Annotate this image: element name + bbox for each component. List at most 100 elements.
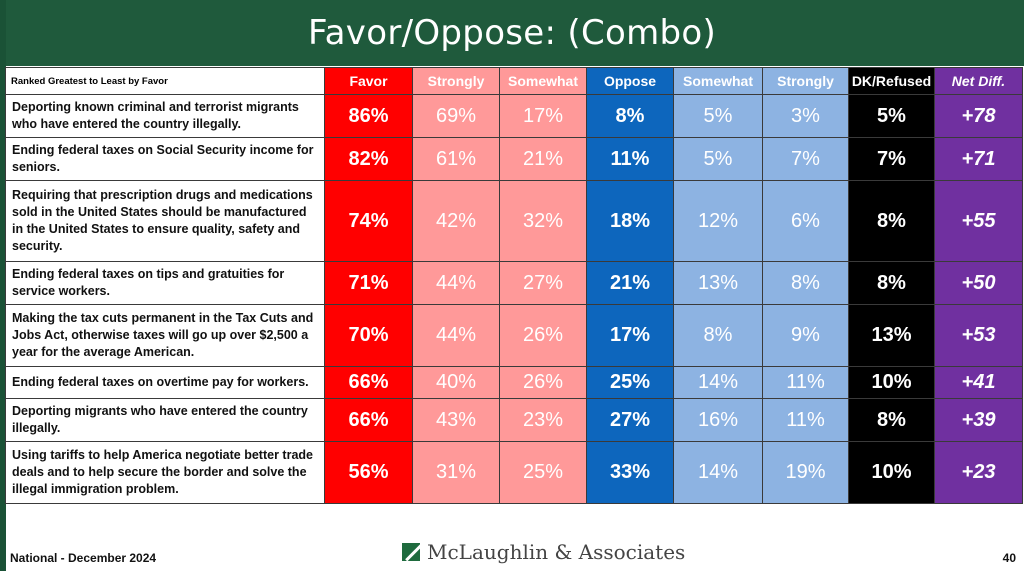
favor-strongly-cell: 40% bbox=[412, 366, 500, 399]
table-row: Requiring that prescription drugs and me… bbox=[5, 180, 1023, 262]
issue-label: Ending federal taxes on Social Security … bbox=[5, 137, 325, 181]
net-diff-cell: +39 bbox=[934, 398, 1023, 442]
dk-refused-cell: 5% bbox=[848, 94, 935, 138]
oppose-cell: 33% bbox=[586, 441, 674, 504]
logo-mark-icon bbox=[402, 543, 420, 561]
oppose-strongly-cell: 9% bbox=[762, 304, 849, 367]
favor-strongly-cell: 69% bbox=[412, 94, 500, 138]
results-table: Ranked Greatest to Least by Favor Favor … bbox=[5, 67, 1023, 504]
oppose-strongly-cell: 7% bbox=[762, 137, 849, 181]
oppose-somewhat-cell: 5% bbox=[673, 137, 763, 181]
title-bar: Favor/Oppose: (Combo) bbox=[0, 0, 1024, 66]
table-row: Ending federal taxes on tips and gratuit… bbox=[5, 261, 1023, 305]
oppose-cell: 18% bbox=[586, 180, 674, 262]
favor-strongly-cell: 43% bbox=[412, 398, 500, 442]
favor-somewhat-cell: 26% bbox=[499, 366, 587, 399]
dk-refused-cell: 13% bbox=[848, 304, 935, 367]
oppose-cell: 25% bbox=[586, 366, 674, 399]
table-row: Ending federal taxes on overtime pay for… bbox=[5, 366, 1023, 399]
oppose-header: Oppose bbox=[586, 67, 674, 95]
dk-refused-cell: 10% bbox=[848, 441, 935, 504]
net-diff-header: Net Diff. bbox=[934, 67, 1023, 95]
favor-strongly-cell: 61% bbox=[412, 137, 500, 181]
oppose-strongly-cell: 3% bbox=[762, 94, 849, 138]
issue-label: Requiring that prescription drugs and me… bbox=[5, 180, 325, 262]
oppose-cell: 8% bbox=[586, 94, 674, 138]
survey-date: National - December 2024 bbox=[10, 551, 157, 565]
issue-label: Ending federal taxes on overtime pay for… bbox=[5, 366, 325, 399]
oppose-strongly-cell: 19% bbox=[762, 441, 849, 504]
oppose-strongly-cell: 8% bbox=[762, 261, 849, 305]
table-row: Using tariffs to help America negotiate … bbox=[5, 441, 1023, 504]
net-diff-cell: +55 bbox=[934, 180, 1023, 262]
table-row: Ending federal taxes on Social Security … bbox=[5, 137, 1023, 181]
oppose-cell: 21% bbox=[586, 261, 674, 305]
dk-refused-cell: 8% bbox=[848, 261, 935, 305]
dk-refused-header: DK/Refused bbox=[848, 67, 935, 95]
oppose-somewhat-cell: 14% bbox=[673, 366, 763, 399]
favor-somewhat-cell: 27% bbox=[499, 261, 587, 305]
dk-refused-cell: 10% bbox=[848, 366, 935, 399]
favor-header: Favor bbox=[324, 67, 413, 95]
favor-somewhat-cell: 26% bbox=[499, 304, 587, 367]
favor-strongly-cell: 42% bbox=[412, 180, 500, 262]
favor-somewhat-header: Somewhat bbox=[499, 67, 587, 95]
net-diff-cell: +41 bbox=[934, 366, 1023, 399]
rank-header: Ranked Greatest to Least by Favor bbox=[5, 67, 325, 95]
favor-cell: 66% bbox=[324, 366, 413, 399]
favor-somewhat-cell: 25% bbox=[499, 441, 587, 504]
page-number: 40 bbox=[1002, 551, 1016, 565]
oppose-somewhat-cell: 14% bbox=[673, 441, 763, 504]
table-row: Making the tax cuts permanent in the Tax… bbox=[5, 304, 1023, 367]
favor-somewhat-cell: 23% bbox=[499, 398, 587, 442]
table-row: Deporting migrants who have entered the … bbox=[5, 398, 1023, 442]
favor-somewhat-cell: 21% bbox=[499, 137, 587, 181]
issue-label: Deporting known criminal and terrorist m… bbox=[5, 94, 325, 138]
favor-cell: 82% bbox=[324, 137, 413, 181]
oppose-somewhat-cell: 5% bbox=[673, 94, 763, 138]
oppose-somewhat-header: Somewhat bbox=[673, 67, 763, 95]
favor-strongly-cell: 31% bbox=[412, 441, 500, 504]
dk-refused-cell: 8% bbox=[848, 180, 935, 262]
favor-cell: 86% bbox=[324, 94, 413, 138]
favor-cell: 66% bbox=[324, 398, 413, 442]
net-diff-cell: +78 bbox=[934, 94, 1023, 138]
oppose-strongly-cell: 11% bbox=[762, 366, 849, 399]
favor-cell: 74% bbox=[324, 180, 413, 262]
favor-strongly-header: Strongly bbox=[412, 67, 500, 95]
issue-label: Deporting migrants who have entered the … bbox=[5, 398, 325, 442]
favor-somewhat-cell: 17% bbox=[499, 94, 587, 138]
dk-refused-cell: 8% bbox=[848, 398, 935, 442]
oppose-somewhat-cell: 8% bbox=[673, 304, 763, 367]
oppose-strongly-cell: 6% bbox=[762, 180, 849, 262]
oppose-strongly-header: Strongly bbox=[762, 67, 849, 95]
left-accent-bar bbox=[0, 0, 6, 571]
favor-cell: 71% bbox=[324, 261, 413, 305]
issue-label: Using tariffs to help America negotiate … bbox=[5, 441, 325, 504]
header-row: Ranked Greatest to Least by Favor Favor … bbox=[5, 67, 1023, 95]
oppose-cell: 11% bbox=[586, 137, 674, 181]
slide-title: Favor/Oppose: (Combo) bbox=[307, 13, 717, 53]
oppose-somewhat-cell: 16% bbox=[673, 398, 763, 442]
favor-strongly-cell: 44% bbox=[412, 304, 500, 367]
oppose-somewhat-cell: 13% bbox=[673, 261, 763, 305]
issue-label: Ending federal taxes on tips and gratuit… bbox=[5, 261, 325, 305]
logo-text: McLaughlin & Associates bbox=[427, 540, 686, 564]
favor-somewhat-cell: 32% bbox=[499, 180, 587, 262]
net-diff-cell: +53 bbox=[934, 304, 1023, 367]
oppose-strongly-cell: 11% bbox=[762, 398, 849, 442]
net-diff-cell: +50 bbox=[934, 261, 1023, 305]
dk-refused-cell: 7% bbox=[848, 137, 935, 181]
favor-cell: 70% bbox=[324, 304, 413, 367]
issue-label: Making the tax cuts permanent in the Tax… bbox=[5, 304, 325, 367]
table-row: Deporting known criminal and terrorist m… bbox=[5, 94, 1023, 138]
net-diff-cell: +23 bbox=[934, 441, 1023, 504]
favor-cell: 56% bbox=[324, 441, 413, 504]
net-diff-cell: +71 bbox=[934, 137, 1023, 181]
oppose-cell: 27% bbox=[586, 398, 674, 442]
company-logo: McLaughlin & Associates bbox=[402, 540, 685, 564]
table-body: Deporting known criminal and terrorist m… bbox=[5, 94, 1023, 504]
oppose-cell: 17% bbox=[586, 304, 674, 367]
favor-strongly-cell: 44% bbox=[412, 261, 500, 305]
